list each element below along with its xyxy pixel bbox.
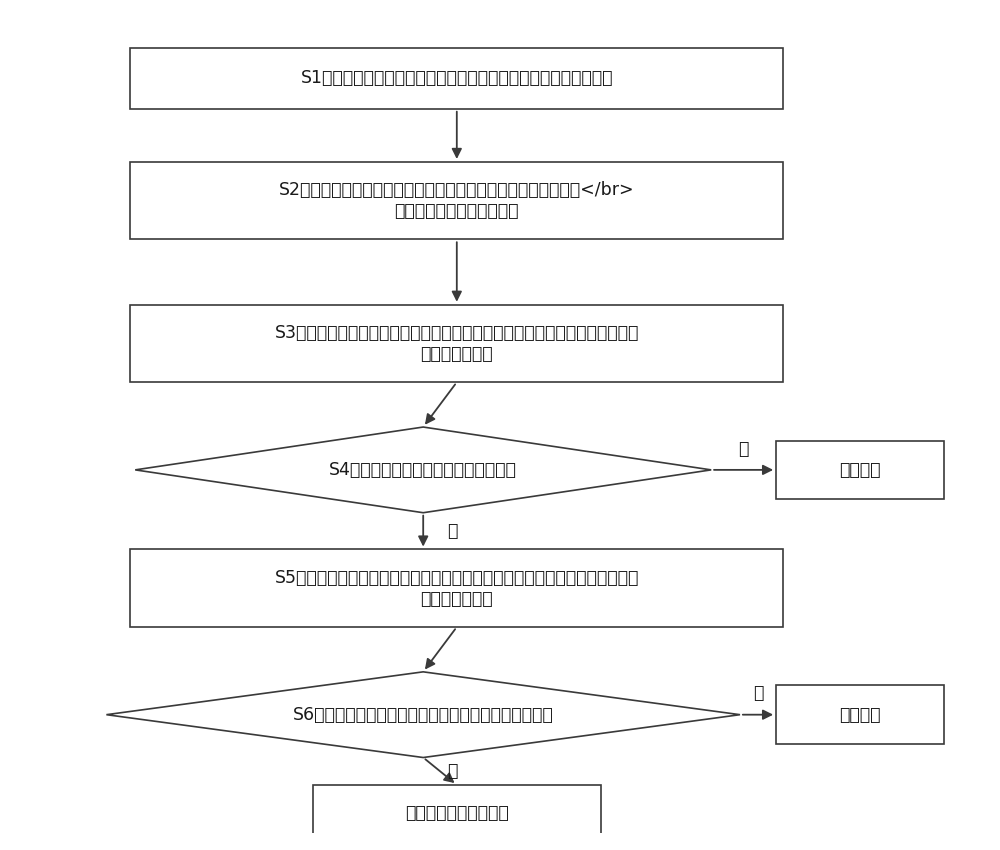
Text: S6：判断第一对比值和第二对比值是否均大于第二阈值: S6：判断第一对比值和第二对比值是否均大于第二阈值 [293, 706, 554, 723]
Text: 发出警示: 发出警示 [839, 461, 881, 479]
FancyBboxPatch shape [130, 549, 783, 627]
Text: S5：获取检测电路板上的第一检测电路通道和第二检测电路通道的测量数据，
得到第二对比值: S5：获取检测电路板上的第一检测电路通道和第二检测电路通道的测量数据， 得到第二… [275, 569, 639, 608]
Polygon shape [135, 427, 711, 513]
Text: S3：获取检测电路板上的第一状态监测通道和第二状态监测通道的测量数据，
得到第一对比值: S3：获取检测电路板上的第一状态监测通道和第二状态监测通道的测量数据， 得到第一… [275, 324, 639, 363]
Text: 是: 是 [738, 439, 749, 457]
Text: 否: 否 [447, 762, 458, 780]
Text: S2：拉动拉线，龙毂发生转动，带动第一齿轮上的磁性件转动，</br>
使得检测电路板产生电信号: S2：拉动拉线，龙毂发生转动，带动第一齿轮上的磁性件转动，</br> 使得检测电… [279, 181, 635, 220]
Text: S1：进行自检，确保龙毂、中心轴、第一齿轮和第二齿轮连接正常: S1：进行自检，确保龙毂、中心轴、第一齿轮和第二齿轮连接正常 [301, 69, 613, 88]
Text: 否: 否 [447, 522, 458, 540]
FancyBboxPatch shape [313, 785, 601, 841]
FancyBboxPatch shape [130, 162, 783, 240]
FancyBboxPatch shape [130, 304, 783, 382]
Text: 是: 是 [753, 684, 763, 702]
FancyBboxPatch shape [776, 685, 944, 744]
Text: 发出警报: 发出警报 [839, 706, 881, 723]
Polygon shape [106, 672, 740, 757]
FancyBboxPatch shape [776, 440, 944, 499]
Text: S4：判断第一对比值是否大于第一阈值: S4：判断第一对比值是否大于第一阈值 [329, 461, 517, 479]
Text: 上传检测电路板电信号: 上传检测电路板电信号 [405, 803, 509, 822]
FancyBboxPatch shape [130, 48, 783, 109]
